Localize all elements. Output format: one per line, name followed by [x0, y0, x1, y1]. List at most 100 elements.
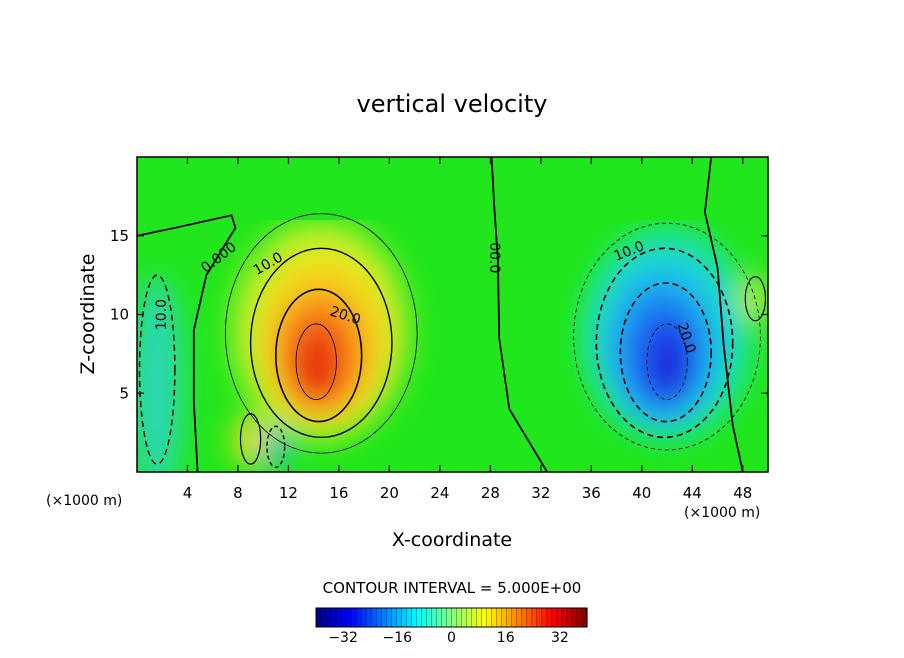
x-tick-label: 36: [582, 484, 601, 502]
colorbar-ticks: −32 −16 0 16 32: [328, 630, 568, 646]
field-blob: [654, 334, 688, 395]
colorbar-swatch: [336, 608, 342, 627]
y-axis: 5 10 15: [110, 227, 768, 402]
colorbar-swatch: [521, 608, 528, 627]
colorbar-swatch: [481, 608, 488, 627]
plot-area: 0.000 10.020.000.0 10.020.010.0: [137, 157, 768, 472]
colorbar-swatch: [451, 608, 458, 627]
contour-pos-30: [295, 323, 337, 400]
x-tick-label: 48: [733, 484, 752, 502]
x-axis: 4 8 12 16 20 24 28 32 36 40 44 48: [183, 157, 752, 502]
z-unit-label: (×1000 m): [46, 493, 122, 509]
colorbar-swatch: [321, 608, 327, 627]
contour-label: 00.0: [486, 242, 502, 273]
colorbar-swatch: [331, 608, 337, 627]
colorbar-swatch: [546, 608, 553, 627]
colorbar-swatch: [436, 608, 443, 627]
colorbar-swatch: [536, 608, 543, 627]
colorbar-swatch: [471, 608, 478, 627]
colorbar-swatch: [466, 608, 473, 627]
contour-pos-10: [249, 247, 393, 439]
y-tick-label: 10: [110, 306, 129, 324]
colorbar-swatch: [441, 608, 448, 627]
contour-neg-5: [573, 222, 761, 451]
colorbar-swatch: [421, 608, 428, 627]
y-tick-label: 15: [110, 227, 129, 245]
field-blob: [263, 426, 289, 471]
y-tick-label: 5: [119, 384, 129, 402]
x-tick-label: 44: [683, 484, 702, 502]
colorbar-swatch: [456, 608, 463, 627]
contour-pos-small: [239, 413, 262, 465]
colorbar-swatch: [496, 608, 503, 627]
contour-pos-5: [224, 213, 418, 454]
colorbar-swatch: [386, 608, 392, 627]
x-tick-label: 4: [183, 484, 193, 502]
colorbar-swatch: [411, 608, 417, 627]
colorbar-swatch: [316, 608, 322, 627]
colorbar-swatch: [341, 608, 347, 627]
colorbar-tick-label: 0: [447, 630, 456, 646]
colorbar-swatch: [401, 608, 407, 627]
contour-interval-label: CONTOUR INTERVAL = 5.000E+00: [323, 579, 582, 597]
colorbar-swatch: [376, 608, 382, 627]
colorbar-swatch: [571, 608, 578, 627]
x-tick-label: 24: [430, 484, 449, 502]
colorbar-swatch: [491, 608, 498, 627]
colorbar-swatch: [356, 608, 362, 627]
colorbar-tick-label: −16: [383, 630, 413, 646]
contour-neg-20: [619, 282, 713, 423]
colorbar-tick-label: −32: [328, 630, 358, 646]
contour-label: 10.0: [154, 299, 170, 330]
contour-lines: [137, 157, 767, 472]
colorbar-swatch: [461, 608, 468, 627]
colorbar-swatch: [476, 608, 483, 627]
x-tick-label: 16: [329, 484, 348, 502]
contour-zero-right: [703, 157, 744, 472]
colorbar-swatch: [416, 608, 422, 627]
colorbar-swatch: [486, 608, 493, 627]
colorbar: [315, 607, 588, 628]
colorbar-swatch: [366, 608, 372, 627]
contour-neg-30: [646, 323, 688, 400]
x-tick-label: 8: [233, 484, 243, 502]
x-axis-label: X-coordinate: [392, 529, 512, 551]
colorbar-swatch: [426, 608, 433, 627]
colorbar-swatch: [381, 608, 387, 627]
contour-neg-small: [266, 425, 286, 468]
colorbar-frame: [315, 607, 588, 628]
contour-zero-left: [137, 214, 237, 472]
x-tick-label: 32: [531, 484, 550, 502]
colorbar-swatch: [371, 608, 377, 627]
colorbar-tick-label: 16: [497, 630, 515, 646]
colorbar-swatch: [581, 608, 588, 627]
colorbar-swatch: [506, 608, 513, 627]
x-tick-label: 28: [481, 484, 500, 502]
chart-title: vertical velocity: [357, 90, 548, 118]
colorbar-tick-label: 32: [551, 630, 569, 646]
colorbar-swatch: [406, 608, 412, 627]
x-tick-label: 20: [380, 484, 399, 502]
colorbar-swatch: [576, 608, 583, 627]
contour-pos-right: [744, 276, 767, 322]
contour-neg-10: [595, 247, 734, 439]
colorbar-swatch: [531, 608, 538, 627]
colorbar-swatch: [556, 608, 563, 627]
colorbar-swatch: [561, 608, 568, 627]
colorbar-swatch: [446, 608, 453, 627]
colorbar-swatch: [501, 608, 508, 627]
field-blob: [299, 336, 333, 400]
colorbar-swatch: [551, 608, 558, 627]
colorbar-swatch: [511, 608, 518, 627]
x-tick-label: 40: [632, 484, 651, 502]
colorbar-swatch: [526, 608, 533, 627]
field-blob: [232, 415, 269, 466]
colorbar-swatch: [541, 608, 548, 627]
colorbar-swatch: [346, 608, 352, 627]
x-unit-label: (×1000 m): [684, 505, 760, 521]
field-blob: [137, 275, 183, 472]
contour-pos-20: [275, 288, 363, 423]
contour-neg-left: [138, 274, 176, 465]
